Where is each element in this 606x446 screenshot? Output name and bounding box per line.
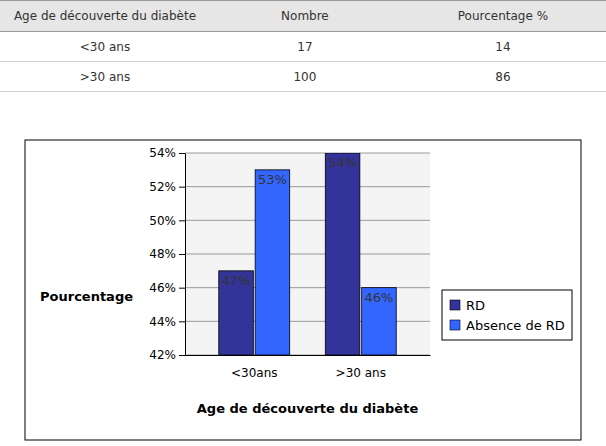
y-axis-title: Pourcentage: [40, 289, 133, 304]
y-tick-mark: [179, 220, 185, 221]
legend-label: RD: [466, 298, 485, 313]
y-axis: 42% 44% 46% 48% 50% 52% 54%: [149, 146, 185, 362]
data-label: 47%: [222, 273, 251, 288]
x-axis-title: Age de découverte du diabète: [197, 401, 419, 416]
legend-label: Absence de RD: [466, 318, 565, 333]
bars: [219, 153, 396, 355]
table-cell: 17: [210, 32, 400, 62]
grid-line: [185, 220, 430, 221]
legend-swatch: [450, 300, 460, 310]
plot-area: [185, 153, 430, 355]
table: Age de découverte du diabèteNombrePource…: [0, 0, 606, 92]
x-tick: >30 ans: [336, 355, 386, 380]
y-tick-label: 46%: [149, 281, 176, 295]
y-tick-label: 54%: [149, 146, 176, 160]
grid: [185, 153, 430, 355]
x-axis: <30ans >30 ans: [186, 355, 431, 380]
x-axis-line: [186, 355, 431, 356]
table-cell: >30 ans: [0, 62, 210, 92]
header-cell: Age de découverte du diabète: [0, 1, 210, 32]
y-tick-label: 50%: [149, 214, 176, 228]
bar: [219, 271, 254, 355]
table-cell: 86: [400, 62, 606, 92]
y-tick: 44%: [149, 315, 185, 329]
chart-frame: [25, 140, 581, 440]
y-tick: 52%: [149, 180, 185, 194]
data-label: 54%: [328, 155, 357, 170]
grid-line: [185, 153, 430, 154]
data-label: 46%: [364, 290, 393, 305]
header-cell: Pourcentage %: [400, 1, 606, 32]
y-tick: 48%: [149, 247, 185, 261]
data-labels: 47% 54% 53% 46%: [222, 155, 394, 305]
data-label: 53%: [258, 172, 287, 187]
y-tick-label: 48%: [149, 247, 176, 261]
bar: [362, 288, 397, 355]
y-tick-label: 52%: [149, 180, 176, 194]
grid-line: [185, 186, 430, 187]
y-tick: 50%: [149, 214, 185, 228]
y-tick-mark: [179, 321, 185, 322]
y-tick-mark: [179, 254, 185, 255]
y-tick-mark: [179, 288, 185, 289]
y-tick-mark: [179, 153, 185, 154]
bar: [255, 170, 290, 355]
table-row: >30 ans10086: [0, 62, 606, 92]
y-tick: 42%: [149, 348, 185, 362]
legend-box: [442, 290, 572, 340]
bar: [325, 153, 360, 355]
table-row: <30 ans1714: [0, 32, 606, 62]
x-tick-label: <30ans: [231, 366, 278, 380]
header-cell: Nombre: [210, 1, 400, 32]
x-tick: <30ans: [231, 355, 278, 380]
y-tick: 46%: [149, 281, 185, 295]
y-axis-line: [185, 154, 186, 356]
x-tick-label: >30 ans: [336, 366, 386, 380]
table-cell: <30 ans: [0, 32, 210, 62]
table-cell: 14: [400, 32, 606, 62]
y-tick-mark: [179, 355, 185, 356]
grid-line: [185, 254, 430, 255]
y-tick: 54%: [149, 146, 185, 160]
table-cell: 100: [210, 62, 400, 92]
y-tick-mark: [179, 187, 185, 188]
y-tick-label: 42%: [149, 348, 176, 362]
legend: RD Absence de RD: [442, 290, 572, 340]
header-row: Age de découverte du diabèteNombrePource…: [0, 1, 606, 32]
legend-swatch: [450, 320, 460, 330]
y-tick-label: 44%: [149, 315, 176, 329]
